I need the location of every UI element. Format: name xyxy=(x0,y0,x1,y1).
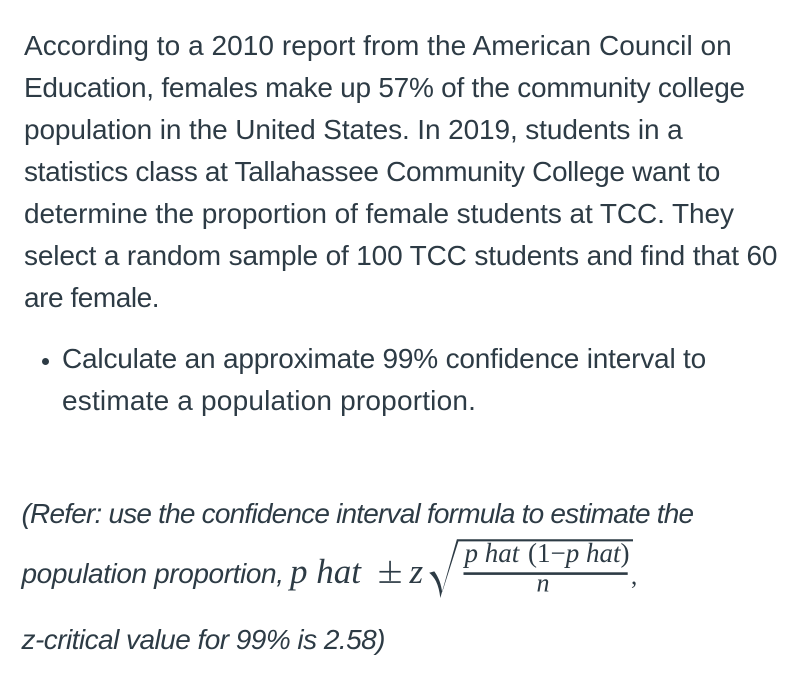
svg-text:p hat (1−p hat): p hat (1−p hat) xyxy=(463,538,630,568)
svg-text:,: , xyxy=(631,563,637,590)
svg-text:z: z xyxy=(409,552,424,591)
svg-text:n: n xyxy=(537,569,550,598)
svg-text:p hat: p hat xyxy=(287,552,362,591)
